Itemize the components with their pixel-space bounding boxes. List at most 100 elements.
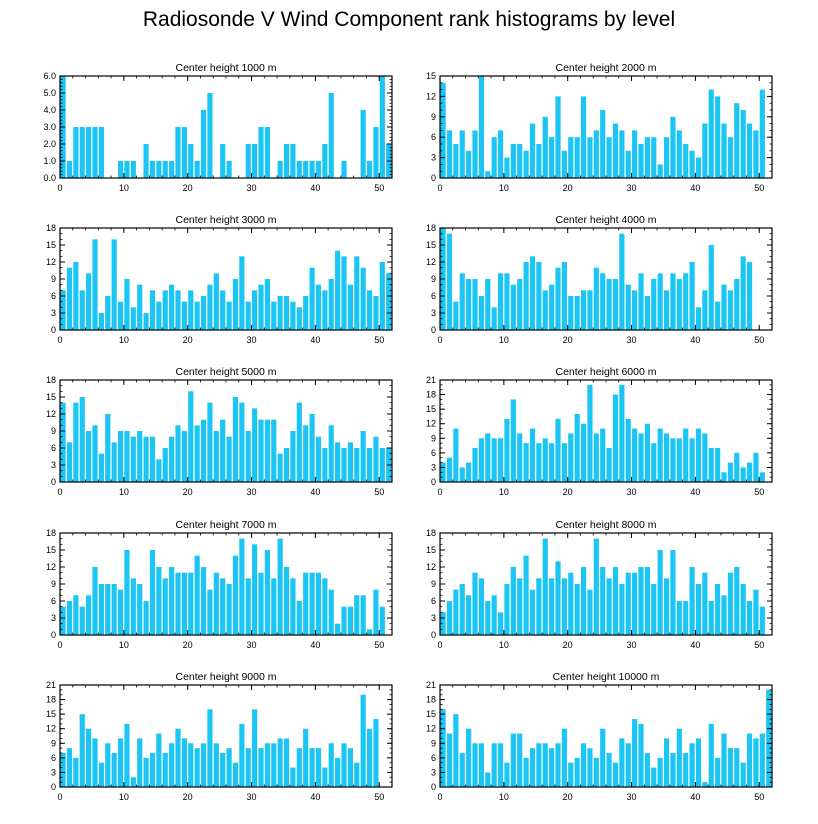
y-tick-label: 4.0	[43, 105, 56, 115]
histogram-bar	[207, 589, 213, 635]
y-tick-label: 0	[431, 477, 436, 487]
x-tick-label: 20	[563, 487, 573, 497]
histogram-bar	[149, 550, 156, 635]
panel-title: Center height 8000 m	[556, 519, 657, 531]
histogram-bar	[66, 442, 73, 482]
histogram-bar	[574, 296, 580, 330]
histogram-bar	[580, 290, 587, 330]
histogram-bar	[143, 144, 149, 178]
histogram-bar	[478, 438, 484, 482]
histogram-bar	[440, 709, 446, 787]
histogram-bar	[612, 123, 619, 178]
histogram-bar	[676, 130, 682, 178]
histogram-bar	[130, 161, 136, 178]
x-tick-label: 30	[247, 335, 257, 345]
histogram-bar	[232, 397, 239, 482]
histogram-bar	[702, 433, 708, 482]
histogram-bar	[555, 96, 561, 178]
histogram-bar	[232, 762, 239, 787]
x-tick-label: 50	[754, 487, 764, 497]
histogram-bar	[239, 723, 245, 787]
x-tick-label: 20	[183, 640, 193, 650]
histogram-bar	[485, 279, 491, 330]
histogram-bar	[663, 433, 670, 482]
histogram-bar	[111, 239, 117, 330]
histogram-bar	[472, 279, 478, 330]
histogram-bar	[169, 743, 175, 787]
histogram-bar	[188, 391, 194, 482]
histogram-bar	[504, 157, 510, 178]
histogram-bar	[366, 290, 373, 330]
histogram-bar	[676, 728, 682, 787]
histogram-bar	[283, 738, 290, 787]
histogram-bar	[162, 578, 168, 635]
y-tick-label: 3	[431, 308, 436, 318]
histogram-bar	[335, 757, 341, 787]
histogram-bar	[632, 428, 638, 482]
x-tick-label: 40	[310, 487, 320, 497]
histogram-bar	[379, 262, 385, 330]
histogram-bar	[600, 273, 606, 330]
histogram-bar	[162, 161, 168, 178]
y-tick-label: 6	[431, 448, 436, 458]
histogram-bar	[612, 762, 619, 787]
histogram-bar	[175, 425, 181, 482]
histogram-bar	[194, 748, 200, 787]
histogram-bar	[536, 144, 542, 178]
histogram-bar	[290, 431, 296, 482]
histogram-bar	[440, 82, 446, 178]
histogram-bar	[79, 606, 85, 635]
histogram-bar	[472, 572, 478, 635]
histogram-bar	[194, 161, 200, 178]
histogram-bar	[220, 290, 226, 330]
histogram-bar	[555, 743, 561, 787]
histogram-bar	[181, 572, 187, 635]
x-tick-label: 30	[627, 487, 637, 497]
x-tick-label: 30	[627, 640, 637, 650]
histogram-bar	[296, 307, 302, 330]
histogram-bar	[245, 431, 251, 482]
histogram-bar	[536, 262, 542, 330]
histogram-bar	[529, 256, 536, 330]
histogram-bar	[574, 757, 580, 787]
histogram-bar	[644, 567, 650, 635]
y-tick-label: 0	[51, 477, 56, 487]
histogram-bar	[258, 284, 264, 330]
histogram-bar	[529, 589, 536, 635]
x-tick-label: 30	[247, 640, 257, 650]
histogram-bar	[466, 728, 472, 787]
histogram-bar	[315, 572, 322, 635]
histogram-bar	[200, 296, 207, 330]
x-tick-label: 40	[310, 183, 320, 193]
y-tick-label: 15	[46, 240, 56, 250]
histogram-bar	[651, 279, 657, 330]
y-tick-label: 6	[431, 596, 436, 606]
histogram-panel: Center height 6000 m 0 3 6 9 12 15 18 21 0 10 20 30 4…	[426, 366, 773, 497]
histogram-bar	[220, 578, 226, 635]
x-tick-label: 10	[499, 792, 509, 802]
histogram-bar	[625, 572, 631, 635]
histogram-bar	[207, 284, 213, 330]
histogram-bar	[232, 279, 239, 330]
histogram-bar	[753, 738, 759, 787]
histogram-bar	[373, 719, 379, 787]
x-tick-label: 40	[690, 487, 700, 497]
panel-title: Center height 3000 m	[176, 214, 277, 226]
histogram-bar	[169, 567, 175, 635]
y-tick-label: 9	[51, 738, 56, 748]
histogram-bar	[149, 161, 156, 178]
histogram-bar	[523, 757, 529, 787]
histogram-bar	[124, 161, 130, 178]
x-tick-label: 30	[627, 792, 637, 802]
histogram-bar	[568, 296, 574, 330]
histogram-bar	[721, 595, 727, 635]
histogram-bar	[175, 572, 181, 635]
histogram-bar	[651, 584, 657, 635]
x-tick-label: 0	[57, 792, 62, 802]
histogram-bar	[194, 425, 200, 482]
histogram-bar	[347, 284, 353, 330]
y-tick-label: 3.0	[43, 122, 56, 132]
histogram-bar	[232, 555, 239, 635]
histogram-bar	[529, 748, 536, 787]
x-tick-label: 50	[754, 183, 764, 193]
